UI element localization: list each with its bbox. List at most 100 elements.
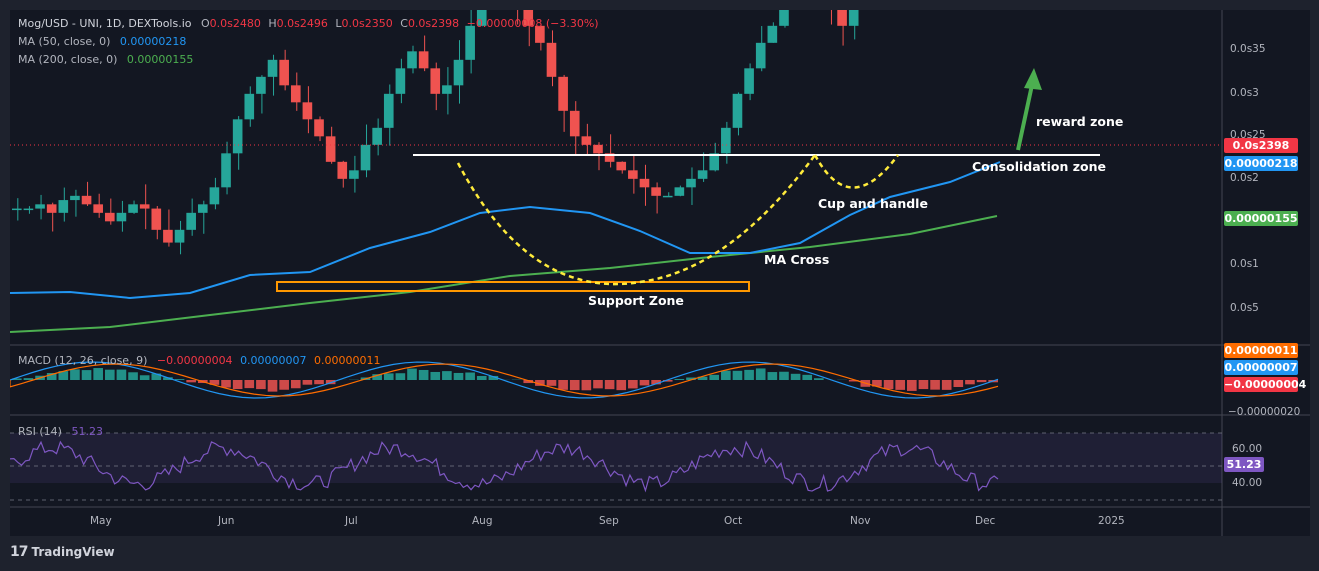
- macd-histogram-bar: [139, 375, 150, 380]
- candle-body: [128, 204, 138, 213]
- ma50-label: MA (50, close, 0): [18, 35, 111, 48]
- candle-body: [267, 59, 278, 77]
- candle-body: [453, 59, 464, 86]
- candle-body: [686, 178, 696, 188]
- rsi-line: [10, 440, 999, 493]
- symbol-line: Mog/USD - UNI, 1D, DEXTools.io: [18, 17, 192, 30]
- candle-body: [430, 68, 441, 94]
- chart-canvas[interactable]: [10, 10, 1310, 536]
- ma200-value: 0.00000155: [126, 53, 194, 66]
- candle-body: [593, 144, 603, 154]
- macd-histogram-bar: [814, 378, 824, 380]
- macd-histogram-bar: [488, 375, 499, 380]
- candle-body: [604, 153, 615, 162]
- candle-body: [476, 10, 487, 26]
- macd-histogram-bar: [790, 373, 801, 380]
- macd-histogram-bar: [70, 369, 80, 380]
- candle-body: [186, 212, 196, 230]
- macd-histogram-bar: [209, 380, 220, 385]
- brand-name: TradingView: [31, 545, 115, 559]
- macd-label: MACD (12, 26, close, 9): [18, 354, 148, 367]
- candle-body: [337, 161, 348, 179]
- macd-histogram-bar: [302, 380, 313, 385]
- candle-body: [755, 42, 766, 69]
- candle-body: [70, 195, 80, 201]
- macd-histogram-bar: [290, 380, 301, 389]
- candle-body: [569, 110, 580, 137]
- candle-body: [104, 212, 115, 222]
- macd-histogram-bar: [674, 378, 685, 380]
- macd-histogram-bar: [604, 380, 615, 390]
- price-tick: 0.0s1: [1230, 258, 1259, 270]
- tradingview-logo-icon: 17: [10, 544, 29, 560]
- candle-body: [302, 102, 313, 120]
- rsi-badge: 51.23: [1224, 457, 1264, 472]
- macd-histogram-bar: [372, 374, 382, 380]
- rsi-tick-60: 60.00: [1232, 443, 1263, 455]
- macd-histogram-bar: [546, 380, 557, 386]
- macd-histogram-bar: [256, 380, 266, 390]
- macd-histogram-bar: [558, 380, 568, 390]
- time-tick: Jul: [345, 515, 358, 527]
- price-tick: 0.0s35: [1230, 43, 1266, 55]
- candle-body: [139, 204, 150, 209]
- low-value: 0.0s2350: [341, 17, 393, 30]
- macd-histogram-bar: [395, 373, 406, 380]
- macd-histogram-bar: [721, 370, 731, 380]
- macd-histogram-bar: [232, 380, 243, 390]
- macd-histogram-bar: [639, 380, 650, 386]
- macd-histogram-bar: [12, 378, 22, 380]
- macd-histogram-bar: [279, 380, 289, 390]
- candle-body: [221, 153, 231, 188]
- annotation-support: Support Zone: [588, 293, 684, 308]
- annotation-ma-cross: MA Cross: [764, 252, 830, 267]
- macd-histogram-bar: [930, 380, 940, 390]
- macd-histogram-bar: [151, 373, 162, 380]
- candle-body: [174, 229, 185, 243]
- macd-histogram-bar: [128, 372, 138, 380]
- tradingview-footer[interactable]: 17 TradingView: [10, 544, 115, 560]
- open-value: 0.0s2480: [209, 17, 261, 30]
- macd-signal-line: [10, 363, 999, 397]
- candle-body: [325, 136, 336, 162]
- macd-histogram-bar: [267, 380, 278, 392]
- ma200-badge: 0.00000155: [1224, 211, 1298, 226]
- candle-body: [837, 10, 847, 26]
- candle-body: [616, 161, 627, 171]
- high-label: H: [268, 17, 277, 30]
- candle-body: [46, 204, 57, 213]
- macd-histogram-bar: [965, 380, 975, 385]
- macd-histogram-bar: [697, 376, 708, 380]
- candle-body: [12, 208, 22, 211]
- ma50-value: 0.00000218: [119, 35, 187, 48]
- macd-line: [10, 361, 999, 399]
- time-tick: Jun: [218, 515, 235, 527]
- annotation-consolidation: Consolidation zone: [972, 159, 1106, 174]
- macd-histogram-bar: [535, 380, 545, 386]
- candle-body: [581, 136, 592, 145]
- macd-histogram-bar: [442, 371, 452, 380]
- candle-body: [372, 127, 382, 145]
- ma50-line: [10, 161, 1001, 300]
- macd-histogram-bar: [802, 374, 813, 380]
- close-label: C: [400, 17, 408, 30]
- candle-body: [349, 170, 359, 179]
- macd-histogram-bar: [174, 379, 185, 380]
- macd-line-value: 0.00000007: [240, 354, 307, 367]
- macd-histogram-bar: [593, 380, 603, 389]
- macd-axis-low: −0.00000020: [1228, 406, 1301, 418]
- candle-body: [244, 93, 255, 120]
- macd-histogram-bar: [767, 372, 778, 380]
- candle-body: [442, 85, 452, 94]
- time-tick: May: [90, 515, 112, 527]
- last-price-badge: 0.0s2398: [1224, 138, 1298, 153]
- chart-frame: [10, 10, 1310, 536]
- macd-histogram-bar: [895, 380, 906, 390]
- rsi-legend: RSI (14) 51.23: [18, 425, 103, 438]
- macd-histogram-bar: [744, 369, 754, 380]
- candle-body: [197, 204, 208, 213]
- macd-histogram-bar: [23, 378, 34, 380]
- ma50-legend: MA (50, close, 0) 0.00000218: [18, 35, 186, 48]
- price-tick: 0.0s3: [1230, 87, 1259, 99]
- cup-curve: [456, 154, 817, 286]
